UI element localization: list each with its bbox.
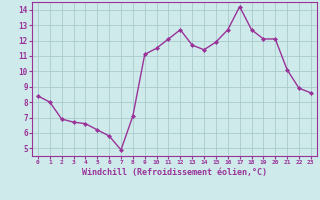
X-axis label: Windchill (Refroidissement éolien,°C): Windchill (Refroidissement éolien,°C) — [82, 168, 267, 177]
